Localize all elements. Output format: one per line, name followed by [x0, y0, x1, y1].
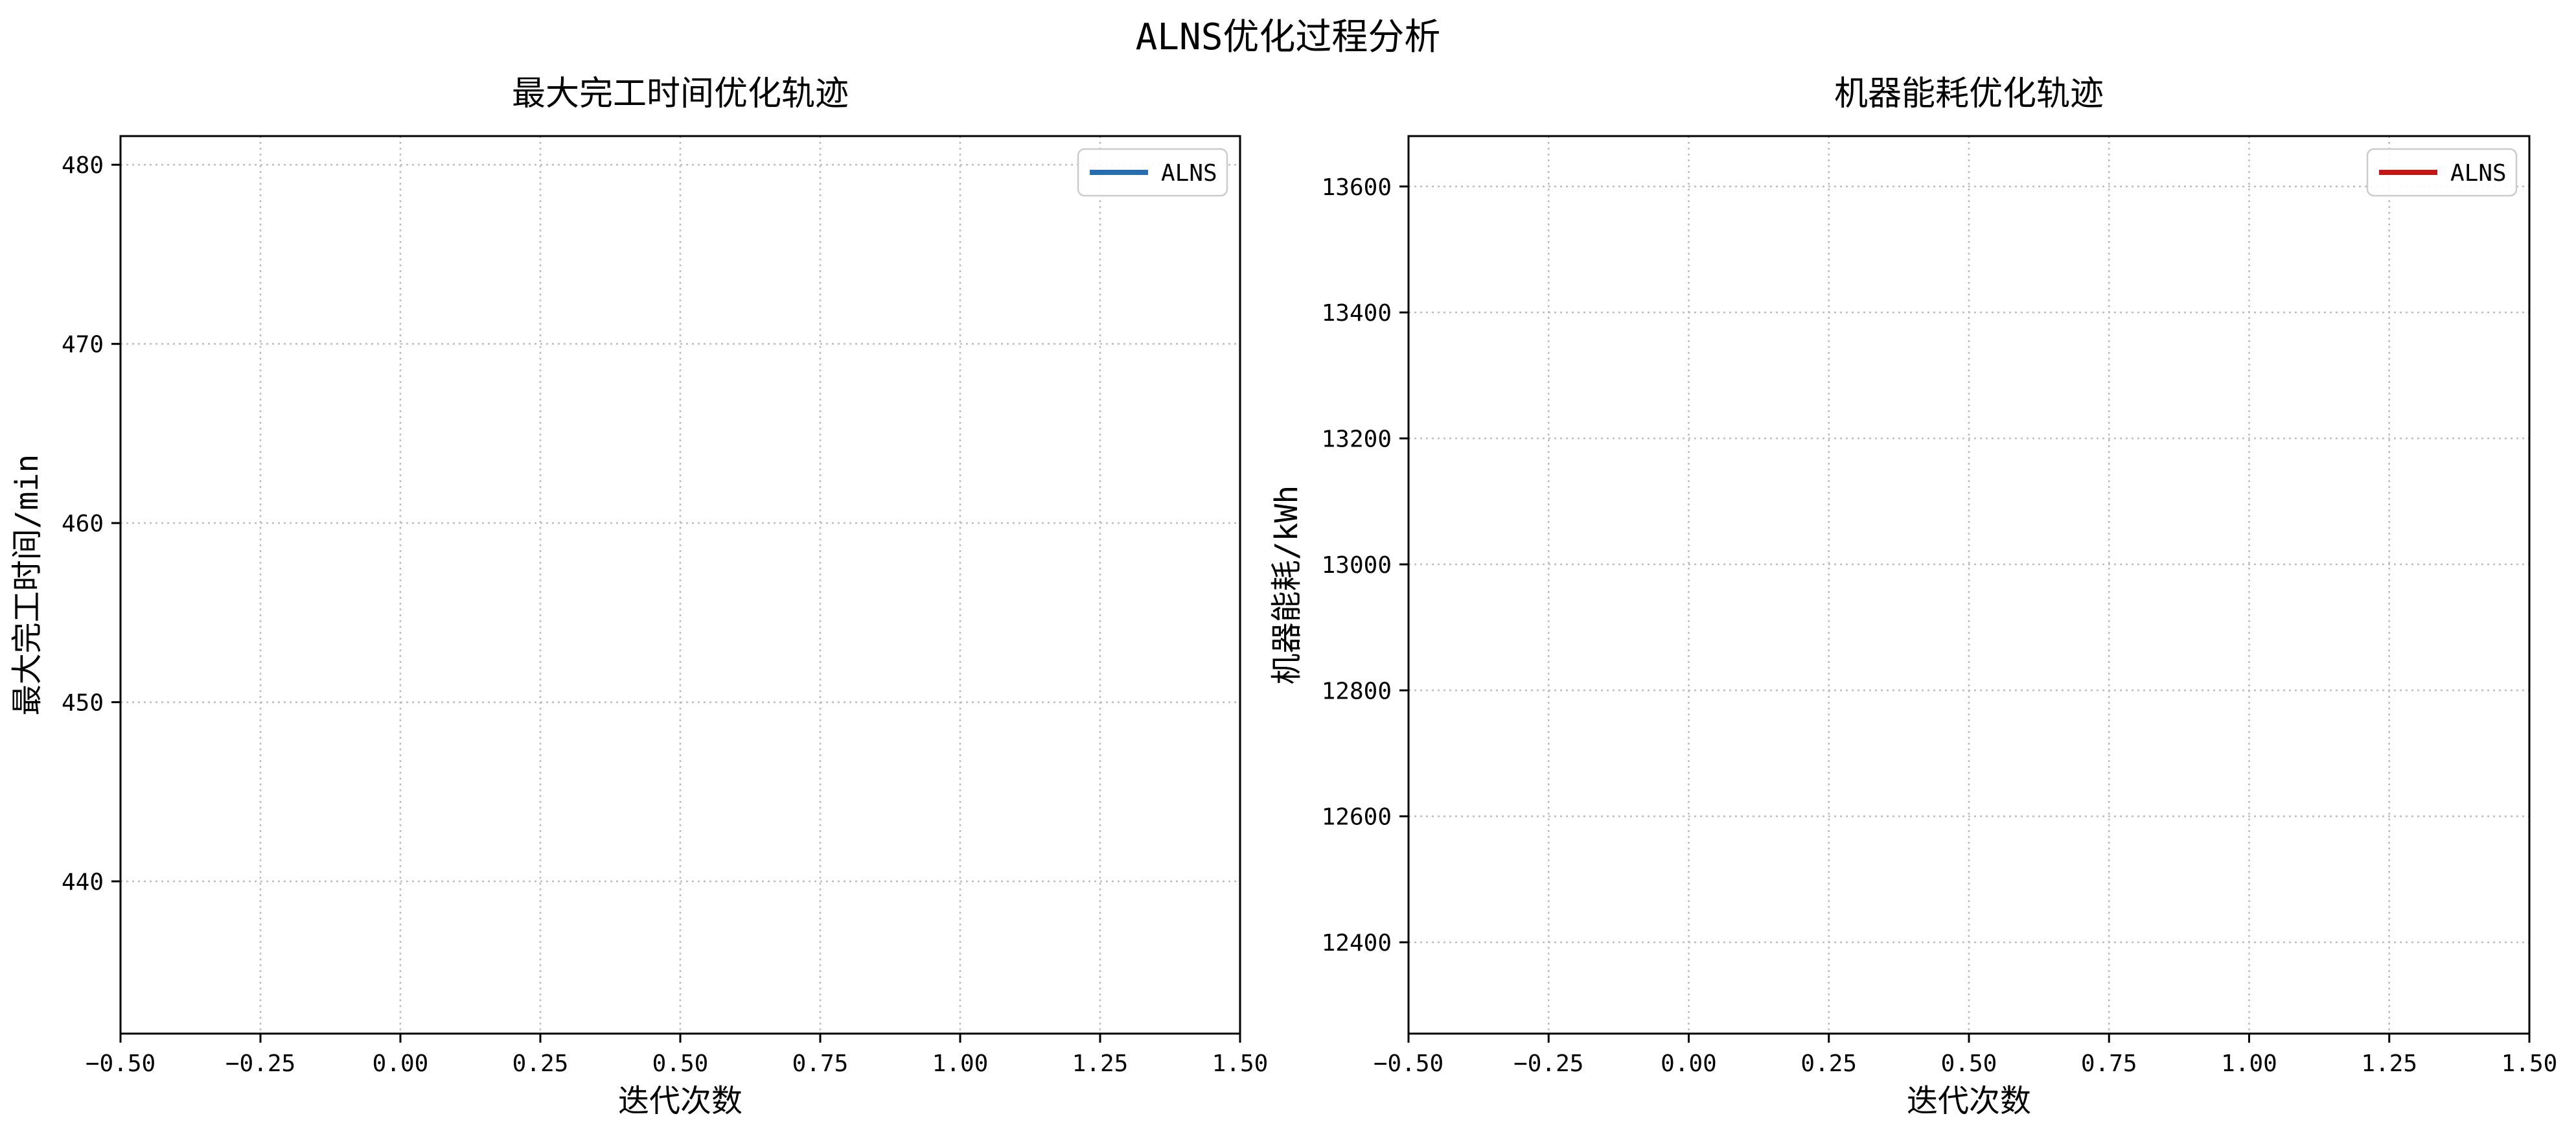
energy-x-tick-label-0: −0.50: [1374, 1050, 1443, 1077]
makespan-y-tick-label-1: 450: [62, 690, 104, 717]
energy-x-tick-label-6: 1.00: [2221, 1050, 2277, 1077]
chart-energy: −0.50 −0.25 0.00 0.25 0.50 0.75 1.00 1.25 1.50 12…: [1269, 75, 2557, 1119]
chart-panels: −0.50 −0.25 0.00 0.25 0.50 0.75 1.00 1.25 1.50 44…: [9, 75, 2557, 1119]
makespan-y-tick-label-2: 460: [62, 511, 104, 537]
energy-y-tick-label-4: 13200: [1322, 426, 1392, 453]
energy-y-tick-label-0: 12400: [1322, 930, 1392, 956]
energy-x-tick-label-5: 0.75: [2081, 1050, 2137, 1077]
energy-chart-title: 机器能耗优化轨迹: [1834, 75, 2104, 113]
energy-y-tick-label-6: 13600: [1322, 174, 1392, 201]
energy-y-axis-label: 机器能耗/kWh: [1269, 485, 1305, 685]
energy-legend: ALNS: [2366, 148, 2518, 197]
makespan-x-tick-label-1: −0.25: [225, 1050, 295, 1077]
energy-x-tick-label-4: 0.50: [1941, 1050, 1997, 1077]
makespan-x-tick-label-8: 1.50: [1212, 1050, 1269, 1077]
makespan-y-tick-label-3: 470: [62, 332, 104, 358]
makespan-x-tick-label-7: 1.25: [1072, 1050, 1129, 1077]
makespan-legend: ALNS: [1077, 148, 1228, 197]
energy-y-tick-label-5: 13400: [1322, 300, 1392, 327]
makespan-legend-box: [1077, 148, 1228, 197]
energy-x-tick-label-7: 1.25: [2361, 1050, 2417, 1077]
makespan-x-tick-label-5: 0.75: [792, 1050, 849, 1077]
energy-y-tick-label-1: 12600: [1322, 804, 1392, 831]
makespan-x-tick-label-0: −0.50: [86, 1050, 155, 1077]
energy-x-tick-label-1: −0.25: [1513, 1050, 1583, 1077]
makespan-legend-label-0: ALNS: [1161, 160, 1217, 187]
makespan-x-tick-label-4: 0.50: [652, 1050, 709, 1077]
chart-makespan: −0.50 −0.25 0.00 0.25 0.50 0.75 1.00 1.25 1.50 44…: [9, 75, 1268, 1119]
makespan-x-tick-label-2: 0.00: [373, 1050, 429, 1077]
energy-y-tick-label-2: 12800: [1322, 678, 1392, 704]
energy-x-tick-label-8: 1.50: [2501, 1050, 2558, 1077]
makespan-x-tick-label-3: 0.25: [512, 1050, 569, 1077]
makespan-y-tick-label-4: 480: [62, 152, 104, 179]
makespan-y-axis-label: 最大完工时间/min: [9, 454, 45, 716]
energy-x-tick-label-3: 0.25: [1800, 1050, 1857, 1077]
makespan-y-tick-label-0: 440: [62, 869, 104, 896]
figure-suptitle: ALNS优化过程分析: [1136, 16, 1441, 58]
energy-y-tick-label-3: 13000: [1322, 552, 1392, 579]
makespan-chart-title: 最大完工时间优化轨迹: [512, 75, 849, 113]
energy-legend-box: [2366, 148, 2518, 197]
energy-x-axis-label: 迭代次数: [1907, 1083, 2031, 1119]
makespan-x-axis-label: 迭代次数: [618, 1083, 742, 1119]
energy-x-tick-label-2: 0.00: [1661, 1050, 1717, 1077]
energy-legend-label-0: ALNS: [2450, 160, 2507, 187]
makespan-x-tick-label-6: 1.00: [932, 1050, 989, 1077]
